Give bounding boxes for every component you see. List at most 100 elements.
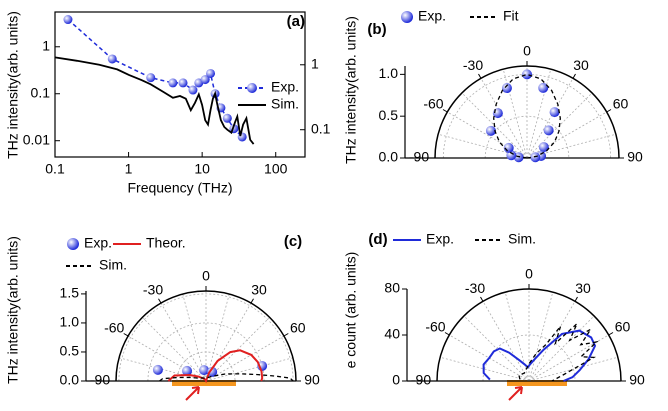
r-tick-label: 0.5 (60, 343, 80, 359)
data-point (501, 83, 512, 94)
laser-arrow (508, 386, 523, 401)
series-line (518, 323, 599, 382)
angle-tick-label: -90 (411, 372, 431, 388)
minor-grid-line (438, 133, 528, 159)
radial-grid-arc (176, 351, 236, 382)
angle-tick-label: -30 (463, 57, 483, 73)
angle-tick-label: 0 (525, 266, 533, 282)
data-point (206, 68, 216, 78)
y2-tick-label: 1 (311, 55, 319, 71)
data-point (549, 107, 560, 118)
x-tick-label: 0.1 (45, 161, 65, 177)
angle-grid-line (205, 335, 285, 382)
panel-label: (c) (284, 233, 302, 250)
y2-tick-label: 0.1 (311, 120, 331, 136)
data-point (178, 78, 188, 88)
radial-grid-arc (482, 334, 576, 382)
y-tick-label: 0.01 (23, 131, 50, 147)
data-point (152, 364, 163, 375)
data-point (188, 85, 198, 95)
r-tick-label: 40 (384, 326, 400, 342)
minor-grid-line (526, 133, 616, 159)
angle-tick-label: 90 (304, 372, 320, 388)
angle-grid-line (526, 78, 574, 159)
data-point (485, 125, 496, 136)
angle-tick (480, 296, 484, 302)
data-point (199, 365, 210, 376)
angle-grid-line (205, 302, 252, 382)
angle-tick-label: -60 (425, 319, 445, 335)
angle-tick-label: 90 (627, 149, 643, 165)
angle-grid-line (447, 111, 528, 159)
r-tick-label: 1.0 (60, 314, 80, 330)
x-axis-title: Frequency (THz) (127, 180, 232, 196)
angle-tick-label: 0 (202, 268, 210, 284)
angle-tick (158, 298, 162, 304)
panel-label: (a) (287, 13, 305, 30)
angle-tick-label: -30 (465, 280, 485, 296)
angle-tick-label: 60 (613, 96, 629, 112)
minor-grid-line (205, 293, 230, 382)
angle-tick (572, 73, 576, 79)
legend-label: Fit (503, 8, 519, 24)
data-point (200, 75, 210, 85)
angle-tick-label: -60 (104, 320, 124, 336)
angle-tick-label: 60 (615, 319, 631, 335)
series-line (167, 349, 264, 384)
y-axis-title: THz intensity(arb. units) (5, 236, 21, 384)
emitter-bar (507, 380, 567, 386)
x-tick-label: 100 (264, 161, 288, 177)
minor-grid-line (205, 357, 294, 382)
angle-tick (608, 332, 614, 336)
angle-tick (250, 298, 254, 304)
plot-frame (54, 11, 306, 158)
data-point (222, 113, 232, 123)
angle-tick-label: 30 (575, 280, 591, 296)
legend-marker (67, 238, 79, 250)
legend-marker (247, 83, 257, 93)
angle-tick-label: -90 (409, 149, 429, 165)
data-point (207, 366, 218, 377)
angle-tick (123, 333, 129, 337)
legend-label: Exp. (418, 8, 446, 24)
angle-grid-line (160, 302, 207, 382)
data-point (538, 142, 549, 153)
angle-tick (444, 332, 450, 336)
r-tick-label: 0.0 (379, 149, 399, 165)
data-point (530, 152, 541, 163)
data-point (543, 125, 554, 136)
r-tick-label: 80 (384, 280, 400, 296)
y-axis-title: e count (arb. units) (343, 252, 359, 369)
r-tick-label: 0.5 (379, 107, 399, 123)
legend-label: Sim. (99, 257, 127, 273)
r-tick-label: 0 (392, 372, 400, 388)
angle-tick (606, 109, 612, 113)
legend-label: Sim. (508, 231, 536, 247)
r-tick-label: 1.5 (60, 285, 80, 301)
angle-tick-label: 30 (251, 282, 267, 298)
legend-label: Exp. (84, 235, 112, 251)
angle-tick-label: 60 (290, 320, 306, 336)
data-point (237, 132, 247, 142)
angle-tick (478, 73, 482, 79)
angle-tick-label: 0 (523, 43, 531, 59)
data-point (168, 78, 178, 88)
series-line (482, 329, 597, 382)
angle-tick-label: 30 (573, 57, 589, 73)
angle-tick-label: -30 (143, 282, 163, 298)
data-point (522, 69, 532, 80)
minor-grid-line (526, 69, 552, 159)
angle-grid-line (127, 335, 207, 382)
angle-tick (283, 333, 289, 337)
angle-tick-label: -90 (90, 372, 110, 388)
angle-tick (574, 296, 578, 302)
radial-grid-arc (484, 115, 570, 159)
panel-label: (d) (368, 231, 387, 248)
y-axis-title: THz intensity(arb. units) (5, 11, 21, 159)
r-tick-label: 1.0 (379, 65, 399, 81)
minor-grid-line (142, 317, 207, 382)
minor-grid-line (205, 317, 270, 382)
y-tick-label: 1 (42, 37, 50, 53)
laser-arrow (185, 386, 200, 401)
minor-grid-line (182, 293, 207, 382)
